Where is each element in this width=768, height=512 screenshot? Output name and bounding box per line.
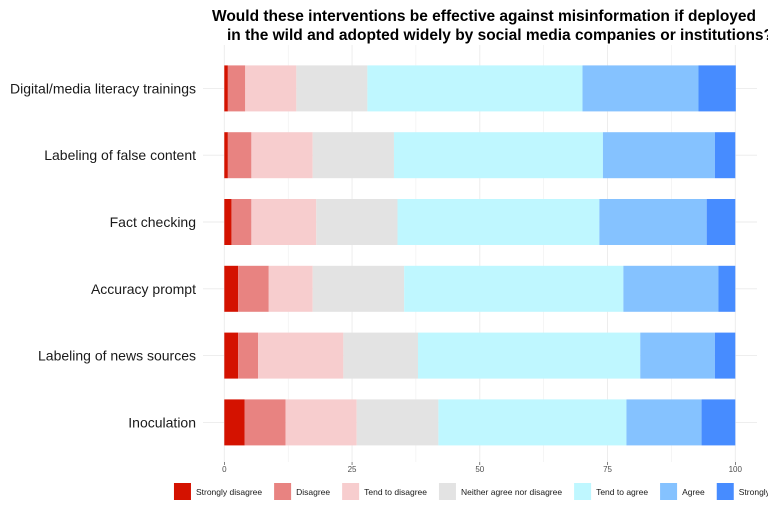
bar-segment xyxy=(640,332,715,379)
legend-label: Strongly agree xyxy=(739,487,768,497)
bar-segment xyxy=(417,332,641,379)
tick-label: 100 xyxy=(729,465,743,474)
legend-label: Neither agree nor disagree xyxy=(461,487,562,497)
tick-label: 25 xyxy=(348,465,357,474)
bar-segment xyxy=(701,399,736,446)
bar-segment xyxy=(227,65,246,112)
legend-swatch xyxy=(173,483,191,500)
legend-label: Strongly disagree xyxy=(196,487,262,497)
bar-segment xyxy=(404,265,624,312)
chart-title-line-2: in the wild and adopted widely by social… xyxy=(227,27,768,44)
bar-segment xyxy=(706,199,736,245)
bar-segment xyxy=(343,332,418,379)
legend-swatch xyxy=(438,483,456,500)
legend-swatch xyxy=(274,483,292,500)
bar-segment xyxy=(245,65,297,112)
legend: Strongly disagree Disagree Tend to disagre… xyxy=(173,483,768,500)
category-label: Labeling of news sources xyxy=(38,348,196,364)
category-labels: Digital/media literacy trainings Labeling… xyxy=(10,80,196,430)
tick-label: 50 xyxy=(475,465,484,474)
bar-segment xyxy=(718,265,736,312)
legend-swatch xyxy=(574,483,592,500)
bar-segment xyxy=(238,265,269,312)
bar-segment xyxy=(316,199,398,245)
bar-segment xyxy=(438,399,627,446)
bar-segment xyxy=(714,132,736,179)
chart-title-line-1: Would these interventions be effective a… xyxy=(212,8,756,25)
bar-segment xyxy=(224,199,232,245)
bar-segment xyxy=(224,332,239,379)
bar-segment xyxy=(251,199,317,245)
bar-segment xyxy=(626,399,702,446)
category-label: Labeling of false content xyxy=(44,147,196,163)
bar-segment xyxy=(312,132,394,179)
bar-segment xyxy=(296,65,368,112)
bar-segment xyxy=(397,199,600,245)
legend-label: Tend to disagree xyxy=(364,487,427,497)
category-label: Digital/media literacy trainings xyxy=(10,80,196,96)
category-label: Inoculation xyxy=(128,414,196,430)
legend-swatch xyxy=(716,483,734,500)
bar-segment xyxy=(227,132,252,179)
x-axis-ticks: 0 25 50 75 100 xyxy=(222,462,743,474)
legend-label: Agree xyxy=(682,487,705,497)
tick-label: 0 xyxy=(222,465,227,474)
bar-segment xyxy=(224,399,245,446)
bar-segment xyxy=(285,399,357,446)
legend-label: Disagree xyxy=(296,487,330,497)
bar-segment xyxy=(623,265,719,312)
bar-segment xyxy=(312,265,405,312)
bar-segment xyxy=(582,65,699,112)
bar-segment xyxy=(224,65,228,112)
bar-segment xyxy=(393,132,603,179)
category-label: Accuracy prompt xyxy=(91,281,196,297)
bar-segment xyxy=(231,199,252,245)
bar-segment xyxy=(714,332,736,379)
legend-swatch xyxy=(660,483,678,500)
bar-segment xyxy=(268,265,313,312)
category-label: Fact checking xyxy=(110,214,196,230)
bar-segment xyxy=(602,132,715,179)
bars xyxy=(224,65,736,446)
bar-segment xyxy=(238,332,259,379)
legend-label: Tend to agree xyxy=(596,487,648,497)
bar-segment xyxy=(698,65,736,112)
legend-swatch xyxy=(342,483,360,500)
bar-segment xyxy=(244,399,286,446)
tick-label: 75 xyxy=(603,465,612,474)
bar-segment xyxy=(258,332,344,379)
bar-segment xyxy=(599,199,707,245)
bar-segment xyxy=(251,132,313,179)
bar-segment xyxy=(367,65,583,112)
bar-segment xyxy=(356,399,439,446)
bar-segment xyxy=(224,132,228,179)
bar-segment xyxy=(224,265,239,312)
